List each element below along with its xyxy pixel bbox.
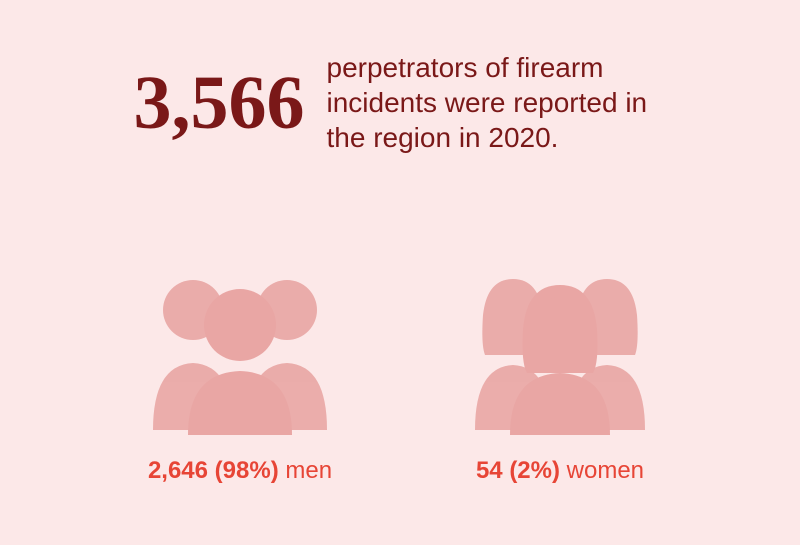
stat-men-value: 2,646 (98%) <box>148 457 285 484</box>
headline: 3,566 perpetrators of firearm incidents … <box>0 50 800 155</box>
stat-women: 54 (2%) women <box>455 255 665 485</box>
stat-women-word: women <box>567 457 644 484</box>
stats-row: 2,646 (98%) men <box>0 255 800 485</box>
stat-men-label: 2,646 (98%) men <box>148 457 332 485</box>
stat-men-word: men <box>285 457 332 484</box>
headline-number: 3,566 <box>134 65 305 141</box>
stat-women-value: 54 (2%) <box>476 457 567 484</box>
men-group-icon <box>135 255 345 435</box>
stat-men: 2,646 (98%) men <box>135 255 345 485</box>
stat-women-label: 54 (2%) women <box>476 457 644 485</box>
headline-text: perpetrators of firearm incidents were r… <box>327 50 667 155</box>
women-group-icon <box>455 255 665 435</box>
